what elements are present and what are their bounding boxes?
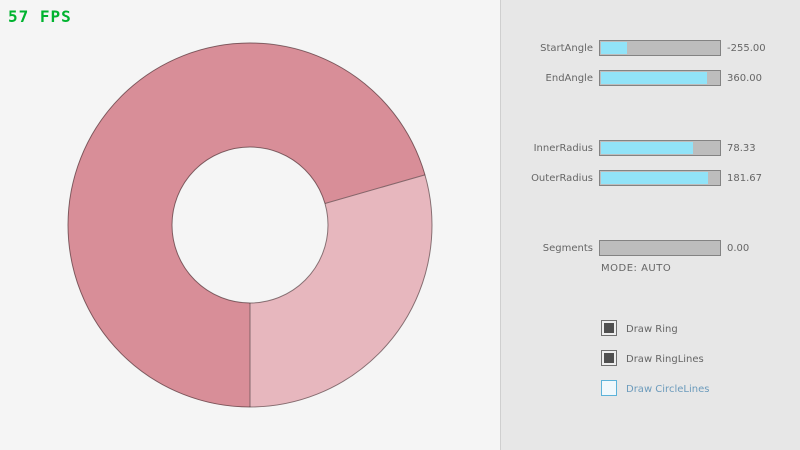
draw-ringlines-checkbox[interactable] [601,350,617,366]
end-angle-slider[interactable] [599,70,721,86]
inner-radius-value: 78.33 [727,143,756,154]
inner-radius-label: InnerRadius [533,143,593,154]
slider-fill [601,142,694,154]
outer-radius-row: OuterRadius 181.67 [501,170,800,186]
start-angle-row: StartAngle -255.00 [501,40,800,56]
inner-radius-row: InnerRadius 78.33 [501,140,800,156]
draw-ringlines-checkbox-row: Draw RingLines [601,350,781,368]
slider-fill [601,72,708,84]
outer-radius-slider[interactable] [599,170,721,186]
outer-radius-label: OuterRadius [531,173,593,184]
draw-circlelines-checkbox-row: Draw CircleLines [601,380,781,398]
outer-radius-value: 181.67 [727,173,762,184]
end-angle-row: EndAngle 360.00 [501,70,800,86]
fps-counter: 57 FPS [8,7,72,26]
end-angle-value: 360.00 [727,73,762,84]
start-angle-value: -255.00 [727,43,766,54]
segments-value: 0.00 [727,243,750,254]
draw-ringlines-label: Draw RingLines [626,354,704,365]
end-angle-label: EndAngle [545,73,593,84]
slider-fill [601,42,627,54]
controls-panel: StartAngle -255.00 EndAngle 360.00 Inner… [500,0,800,450]
draw-circlelines-checkbox[interactable] [601,380,617,396]
draw-ring-checkbox-row: Draw Ring [601,320,781,338]
start-angle-slider[interactable] [599,40,721,56]
segments-row: Segments 0.00 [501,240,800,256]
start-angle-label: StartAngle [540,43,593,54]
segments-label: Segments [542,243,593,254]
draw-ring-label: Draw Ring [626,324,678,335]
segments-slider[interactable] [599,240,721,256]
inner-radius-slider[interactable] [599,140,721,156]
draw-circlelines-label: Draw CircleLines [626,384,710,395]
slider-fill [601,172,709,184]
draw-ring-checkbox[interactable] [601,320,617,336]
segments-mode-label: MODE: AUTO [601,263,672,274]
ring-donut-graphic [67,42,433,408]
